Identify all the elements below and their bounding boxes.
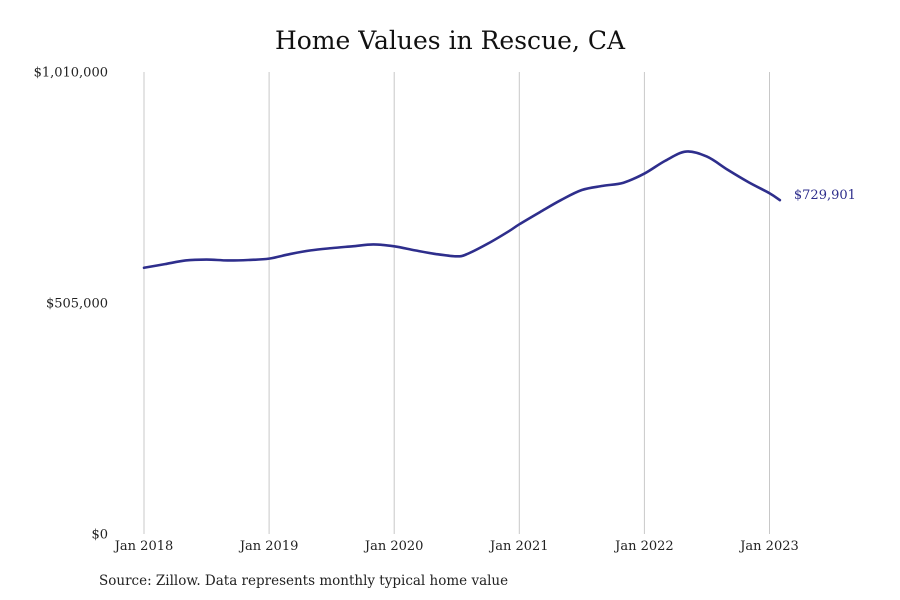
- x-tick-label-2: Jan 2020: [363, 539, 424, 554]
- x-tick-label-0: Jan 2018: [113, 539, 174, 554]
- x-tick-label-1: Jan 2019: [238, 539, 299, 554]
- y-tick-label-1: $505,000: [46, 297, 108, 312]
- end-labels: $729,901: [794, 188, 856, 203]
- x-axis-ticks: Jan 2018 Jan 2019 Jan 2020 Jan 2021 Jan 2022…: [113, 539, 799, 554]
- chart-title: Home Values in Rescue, CA: [274, 26, 626, 55]
- grid-lines: [143, 72, 770, 534]
- y-tick-label-0: $0: [91, 528, 108, 543]
- series-line-0: [142, 150, 782, 270]
- x-tick-label-3: Jan 2021: [488, 539, 549, 554]
- source-note: Source: Zillow. Data represents monthly …: [99, 573, 509, 589]
- end-value-label: $729,901: [794, 188, 856, 203]
- y-tick-label-2: $1,010,000: [34, 66, 108, 81]
- series-lines: [142, 150, 782, 270]
- x-tick-label-4: Jan 2022: [613, 539, 674, 554]
- y-axis-ticks: $0 $505,000 $1,010,000: [34, 66, 108, 543]
- x-tick-label-5: Jan 2023: [738, 539, 799, 554]
